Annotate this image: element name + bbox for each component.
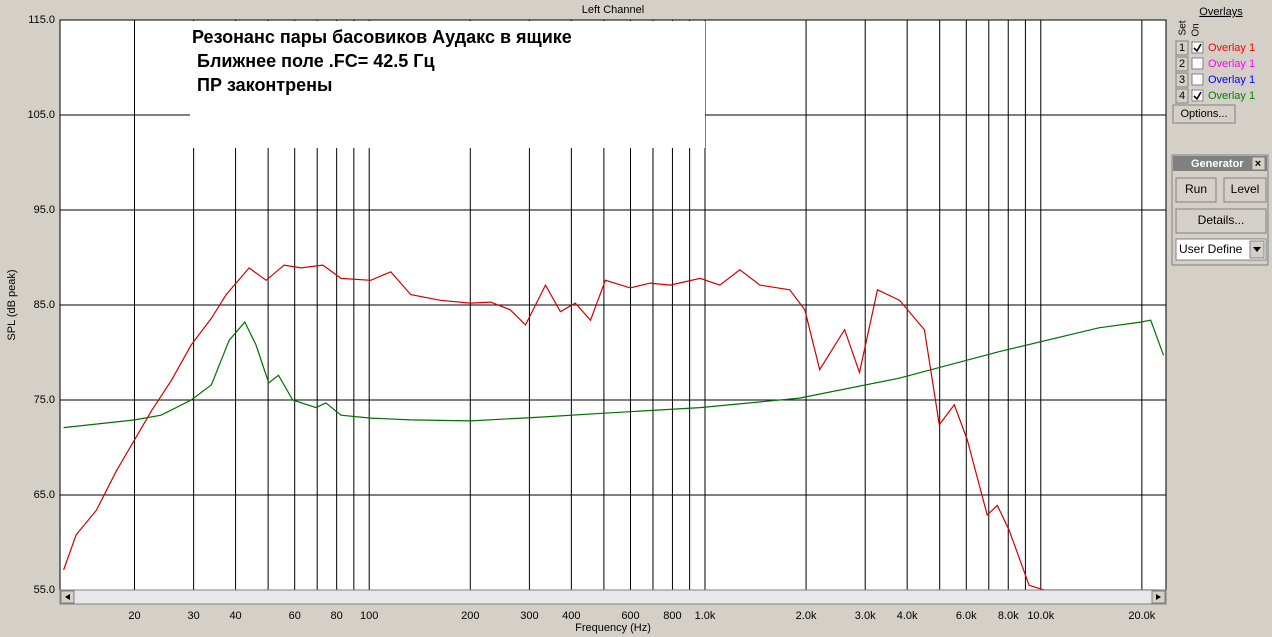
x-tick-label: 400 (562, 610, 580, 622)
arrow-icon (65, 594, 70, 600)
x-tick-label: 800 (663, 610, 681, 622)
x-tick-label: 10.0k (1027, 610, 1054, 622)
level-button[interactable] (1223, 177, 1267, 203)
overlay-name: Overlay 1 (1208, 90, 1255, 102)
set-label: Set (1178, 20, 1189, 35)
level-button-label: Level (1231, 182, 1260, 196)
y-axis-label: SPL (dB peak) (6, 269, 18, 340)
checkbox[interactable] (1191, 57, 1204, 70)
x-tick-label: 600 (621, 610, 639, 622)
x-axis-label: Frequency (Hz) (575, 622, 651, 634)
annotation-box (190, 21, 705, 148)
x-tick-label: 8.0k (998, 610, 1019, 622)
overlay-name: Overlay 1 (1208, 58, 1255, 70)
checkbox[interactable] (1191, 73, 1204, 86)
x-tick-label: 2.0k (796, 610, 817, 622)
y-tick-label: 105.0 (27, 109, 55, 121)
x-tick-label: 30 (187, 610, 199, 622)
arrow-icon (1253, 247, 1261, 252)
set-number: 4 (1179, 90, 1185, 102)
overlay-name: Overlay 1 (1208, 74, 1255, 86)
options-button-label: Options... (1180, 108, 1227, 120)
x-tick-label: 4.0k (897, 610, 918, 622)
chart-title: Left Channel (582, 4, 644, 16)
run-button-label: Run (1185, 182, 1207, 196)
x-tick-label: 3.0k (855, 610, 876, 622)
set-button[interactable] (1175, 56, 1189, 72)
data-line (63, 319, 1165, 429)
x-tick-label: 6.0k (956, 610, 977, 622)
generator-titlebar (1173, 156, 1267, 171)
mode-select-label: User Define (1179, 242, 1243, 256)
scrollbar[interactable] (59, 589, 1167, 605)
set-button[interactable] (1175, 72, 1189, 88)
set-number: 2 (1179, 58, 1185, 70)
y-tick-label: 95.0 (34, 204, 55, 216)
y-tick-label: 75.0 (34, 394, 55, 406)
set-number: 1 (1179, 42, 1185, 54)
details-button[interactable] (1175, 208, 1267, 234)
y-tick-label: 115.0 (28, 14, 55, 26)
options-button[interactable] (1172, 104, 1236, 124)
x-tick-label: 1.0k (695, 610, 716, 622)
x-tick-label: 40 (229, 610, 241, 622)
data-line (63, 264, 1159, 591)
x-tick-label: 300 (520, 610, 538, 622)
details-button-label: Details... (1198, 213, 1245, 227)
x-tick-label: 60 (289, 610, 301, 622)
x-tick-label: 20.0k (1128, 610, 1155, 622)
y-tick-label: 85.0 (34, 299, 55, 311)
run-button[interactable] (1175, 177, 1217, 203)
y-tick-label: 55.0 (34, 584, 55, 596)
set-number: 3 (1179, 74, 1185, 86)
x-tick-label: 200 (461, 610, 479, 622)
generator-title: Generator (1191, 158, 1244, 170)
x-tick-label: 20 (128, 610, 140, 622)
set-button[interactable] (1175, 88, 1189, 104)
annotation: Ближнее поле .FC= 42.5 Гц (192, 51, 435, 71)
close-button[interactable] (1251, 156, 1266, 171)
set-button[interactable] (1175, 40, 1189, 56)
mode-select[interactable] (1175, 238, 1267, 261)
check-mark (1193, 91, 1202, 101)
on-label: On (1191, 23, 1202, 36)
overlays-title: Overlays (1199, 6, 1243, 18)
annotation: ПР законтрены (192, 75, 332, 95)
checkbox[interactable] (1191, 41, 1204, 54)
y-tick-label: 65.0 (34, 489, 55, 501)
annotation: Резонанс пары басовиков Аудакс в ящике (192, 27, 572, 47)
arrow-icon (1156, 594, 1161, 600)
x-tick-label: 80 (331, 610, 343, 622)
svg-text:×: × (1255, 158, 1261, 170)
overlay-name: Overlay 1 (1208, 42, 1255, 54)
x-tick-label: 100 (360, 610, 378, 622)
checkbox[interactable] (1191, 89, 1204, 102)
check-mark (1193, 43, 1202, 53)
